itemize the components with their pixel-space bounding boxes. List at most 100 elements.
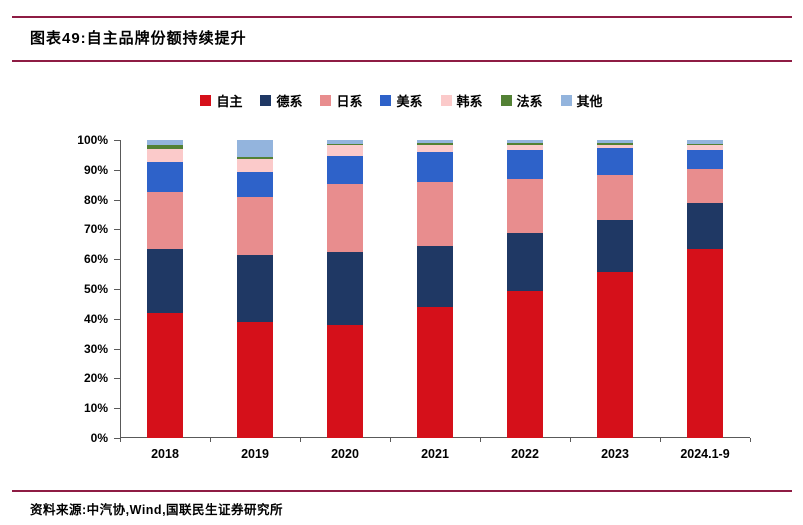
y-tick-mark xyxy=(114,229,120,231)
segment-其他-2024.1-9 xyxy=(687,140,723,145)
legend-swatch-icon xyxy=(380,95,392,106)
legend-item-自主: 自主 xyxy=(200,91,242,110)
segment-自主-2020 xyxy=(327,325,363,438)
y-tick-mark xyxy=(114,408,120,410)
legend-item-韩系: 韩系 xyxy=(440,91,483,110)
y-tick-mark xyxy=(114,199,120,201)
source-note: 资料来源:中汽协,Wind,国联民生证券研究所 xyxy=(30,503,284,517)
segment-自主-2021 xyxy=(417,306,453,438)
segment-美系-2022 xyxy=(507,149,543,180)
legend-item-日系: 日系 xyxy=(320,91,362,110)
x-tick-mark xyxy=(120,438,121,442)
x-axis-label-2022: 2022 xyxy=(511,447,539,461)
bars-container xyxy=(120,140,750,438)
segment-法系-2022 xyxy=(507,143,543,146)
legend-swatch-icon xyxy=(320,95,332,106)
segment-法系-2021 xyxy=(417,143,453,146)
legend-label: 日系 xyxy=(336,94,363,109)
y-tick-label-10: 10% xyxy=(83,401,108,416)
bar-slot-2023 xyxy=(570,140,660,438)
x-tick-mark xyxy=(390,438,391,442)
segment-其他-2020 xyxy=(327,140,363,144)
segment-其他-2022 xyxy=(507,140,543,144)
title-divider-rule xyxy=(12,60,792,62)
segment-自主-2019 xyxy=(237,321,273,438)
x-axis-label-2020: 2020 xyxy=(331,447,359,461)
segment-自主-2023 xyxy=(597,272,633,438)
x-axis-label-2024.1-9: 2024.1-9 xyxy=(680,447,730,461)
y-tick-mark xyxy=(114,378,120,380)
segment-其他-2023 xyxy=(597,140,633,144)
y-tick-label-50: 50% xyxy=(83,282,108,296)
legend-label: 美系 xyxy=(396,94,423,109)
y-tick-label-0: 0% xyxy=(90,431,108,445)
legend-swatch-icon xyxy=(560,95,572,106)
legend-swatch-icon xyxy=(500,95,512,106)
bar-slot-2021 xyxy=(390,140,480,438)
y-tick-label-80: 80% xyxy=(83,192,108,207)
legend-item-美系: 美系 xyxy=(380,91,423,110)
segment-日系-2022 xyxy=(507,179,543,233)
x-axis-label-2021: 2021 xyxy=(421,447,449,461)
segment-自主-2022 xyxy=(507,290,543,438)
segment-自主-2018 xyxy=(147,312,183,438)
x-axis-label-2019: 2019 xyxy=(241,447,269,461)
legend-label: 法系 xyxy=(516,94,543,109)
segment-其他-2021 xyxy=(417,140,453,144)
segment-美系-2021 xyxy=(417,151,453,183)
segment-法系-2020 xyxy=(327,143,363,146)
stacked-bar-2021 xyxy=(417,140,453,438)
legend-item-德系: 德系 xyxy=(260,91,302,110)
x-tick-mark xyxy=(660,438,661,442)
legend-swatch-icon xyxy=(260,95,272,106)
x-tick-mark xyxy=(210,438,211,442)
y-tick-mark xyxy=(114,140,120,141)
legend-swatch-icon xyxy=(200,95,212,106)
y-tick-mark xyxy=(114,438,120,439)
segment-美系-2023 xyxy=(597,148,633,175)
segment-韩系-2020 xyxy=(327,145,363,156)
segment-美系-2020 xyxy=(327,155,363,184)
segment-韩系-2019 xyxy=(237,159,273,173)
segment-法系-2019 xyxy=(237,157,273,160)
y-tick-mark xyxy=(114,169,120,171)
segment-韩系-2021 xyxy=(417,145,453,152)
segment-德系-2021 xyxy=(417,245,453,307)
stacked-bar-2024.1-9 xyxy=(687,140,723,438)
y-tick-label-90: 90% xyxy=(83,162,108,177)
segment-其他-2018 xyxy=(147,140,183,145)
bar-slot-2024.1-9 xyxy=(660,140,750,438)
segment-其他-2019 xyxy=(237,140,273,158)
segment-日系-2020 xyxy=(327,183,363,253)
segment-日系-2024.1-9 xyxy=(687,168,723,203)
y-tick-label-30: 30% xyxy=(83,341,108,356)
segment-德系-2018 xyxy=(147,248,183,313)
bottom-rule xyxy=(12,490,792,492)
top-rule xyxy=(12,16,792,18)
x-axis-labels: 2018 2019 2020 2021 2022 2023 2024.1-9 xyxy=(120,447,750,461)
x-tick-mark xyxy=(480,438,481,442)
legend-label: 自主 xyxy=(216,94,243,109)
legend-item-其他: 其他 xyxy=(560,91,603,110)
bar-slot-2018 xyxy=(120,140,210,438)
y-tick-label-40: 40% xyxy=(83,311,108,326)
segment-美系-2024.1-9 xyxy=(687,149,723,169)
x-axis-label-2023: 2023 xyxy=(601,447,629,461)
segment-法系-2024.1-9 xyxy=(687,144,723,145)
segment-韩系-2024.1-9 xyxy=(687,144,723,150)
x-tick-mark xyxy=(300,438,301,442)
x-tick-mark xyxy=(570,438,571,442)
segment-德系-2022 xyxy=(507,232,543,291)
y-tick-label-100: 100% xyxy=(77,133,108,147)
segment-自主-2024.1-9 xyxy=(687,248,723,438)
bar-slot-2019 xyxy=(210,140,300,438)
legend-item-法系: 法系 xyxy=(500,91,543,110)
segment-德系-2020 xyxy=(327,252,363,326)
segment-日系-2018 xyxy=(147,192,183,249)
y-tick-label-60: 60% xyxy=(83,252,108,267)
segment-法系-2023 xyxy=(597,143,633,145)
segment-韩系-2023 xyxy=(597,144,633,149)
y-tick-mark xyxy=(114,348,120,350)
stacked-bar-2022 xyxy=(507,140,543,438)
